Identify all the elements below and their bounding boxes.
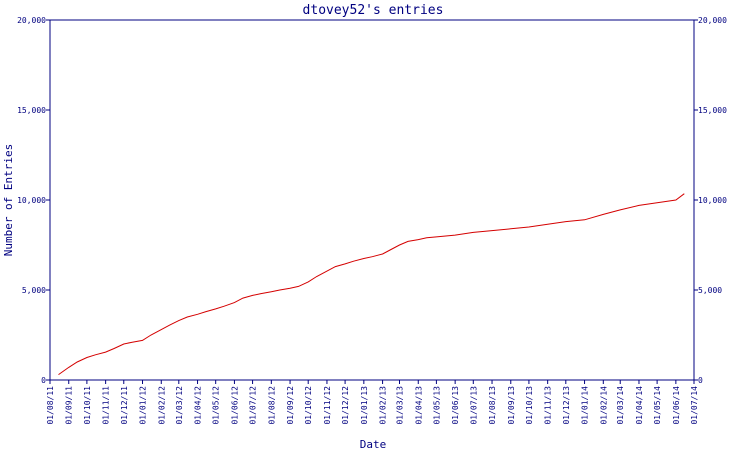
x-tick-label: 01/07/13 [469,386,478,425]
x-tick-label: 01/02/14 [599,386,608,425]
y-tick-label-left: 5,000 [22,286,46,295]
x-tick-label: 01/11/12 [323,386,332,425]
plot-frame [49,19,695,381]
y-tick-label-left: 20,000 [17,16,46,25]
x-tick-label: 01/10/12 [304,386,313,425]
series-line [58,193,685,376]
x-tick-label: 01/08/13 [488,386,497,425]
x-tick-label: 01/05/14 [653,386,662,425]
x-axis-label: Date [360,438,387,450]
x-tick-label: 01/09/11 [65,386,74,425]
y-tick-label-right: 10,000 [698,196,727,205]
y-tick-label-right: 5,000 [698,286,722,295]
x-tick-label: 01/08/12 [267,386,276,425]
x-tick-label: 01/11/13 [544,386,553,425]
x-tick-label: 01/03/12 [175,386,184,425]
y-axis-right: 0 5,000 10,000 15,000 20,000 [694,16,727,385]
y-tick-label-left: 10,000 [17,196,46,205]
x-tick-label: 01/05/12 [212,386,221,425]
chart-title: dtovey52's entries [303,3,444,18]
x-tick-label: 01/11/11 [102,386,111,425]
x-tick-label: 01/10/11 [83,386,92,425]
x-tick-label: 01/01/12 [139,386,148,425]
x-tick-label: 01/09/13 [507,386,516,425]
x-tick-label: 01/12/11 [120,386,129,425]
x-tick-label: 01/07/14 [690,386,699,425]
x-tick-label: 01/06/13 [451,386,460,425]
x-tick-label: 01/06/12 [230,386,239,425]
y-tick-label-left: 15,000 [17,106,46,115]
x-tick-label: 01/02/12 [157,386,166,425]
x-tick-label: 01/01/13 [360,386,369,425]
x-tick-label: 01/05/13 [432,386,441,425]
x-tick-label: 01/12/12 [341,386,350,425]
x-tick-label: 01/04/13 [414,386,423,425]
x-tick-label: 01/03/14 [616,386,625,425]
y-tick-label-right: 0 [698,376,703,385]
x-tick-label: 01/02/13 [379,386,388,425]
x-tick-label: 01/03/13 [396,386,405,425]
x-tick-label: 01/08/11 [46,386,55,425]
y-axis-label: Number of Entries [2,144,15,257]
y-tick-label-right: 20,000 [698,16,727,25]
x-tick-label: 01/07/12 [249,386,258,425]
x-tick-label: 01/10/13 [525,386,534,425]
x-axis: 01/08/11 01/09/11 01/10/11 01/11/11 01/12/11… [46,380,699,425]
y-tick-label-right: 15,000 [698,106,727,115]
y-tick-label-left: 0 [41,376,46,385]
x-tick-label: 01/09/12 [286,386,295,425]
x-tick-label: 01/06/14 [672,386,681,425]
x-tick-label: 01/04/12 [194,386,203,425]
x-tick-label: 01/04/14 [635,386,644,425]
x-tick-label: 01/01/14 [581,386,590,425]
x-tick-label: 01/12/13 [562,386,571,425]
y-axis-left: 0 5,000 10,000 15,000 20,000 [17,16,50,385]
